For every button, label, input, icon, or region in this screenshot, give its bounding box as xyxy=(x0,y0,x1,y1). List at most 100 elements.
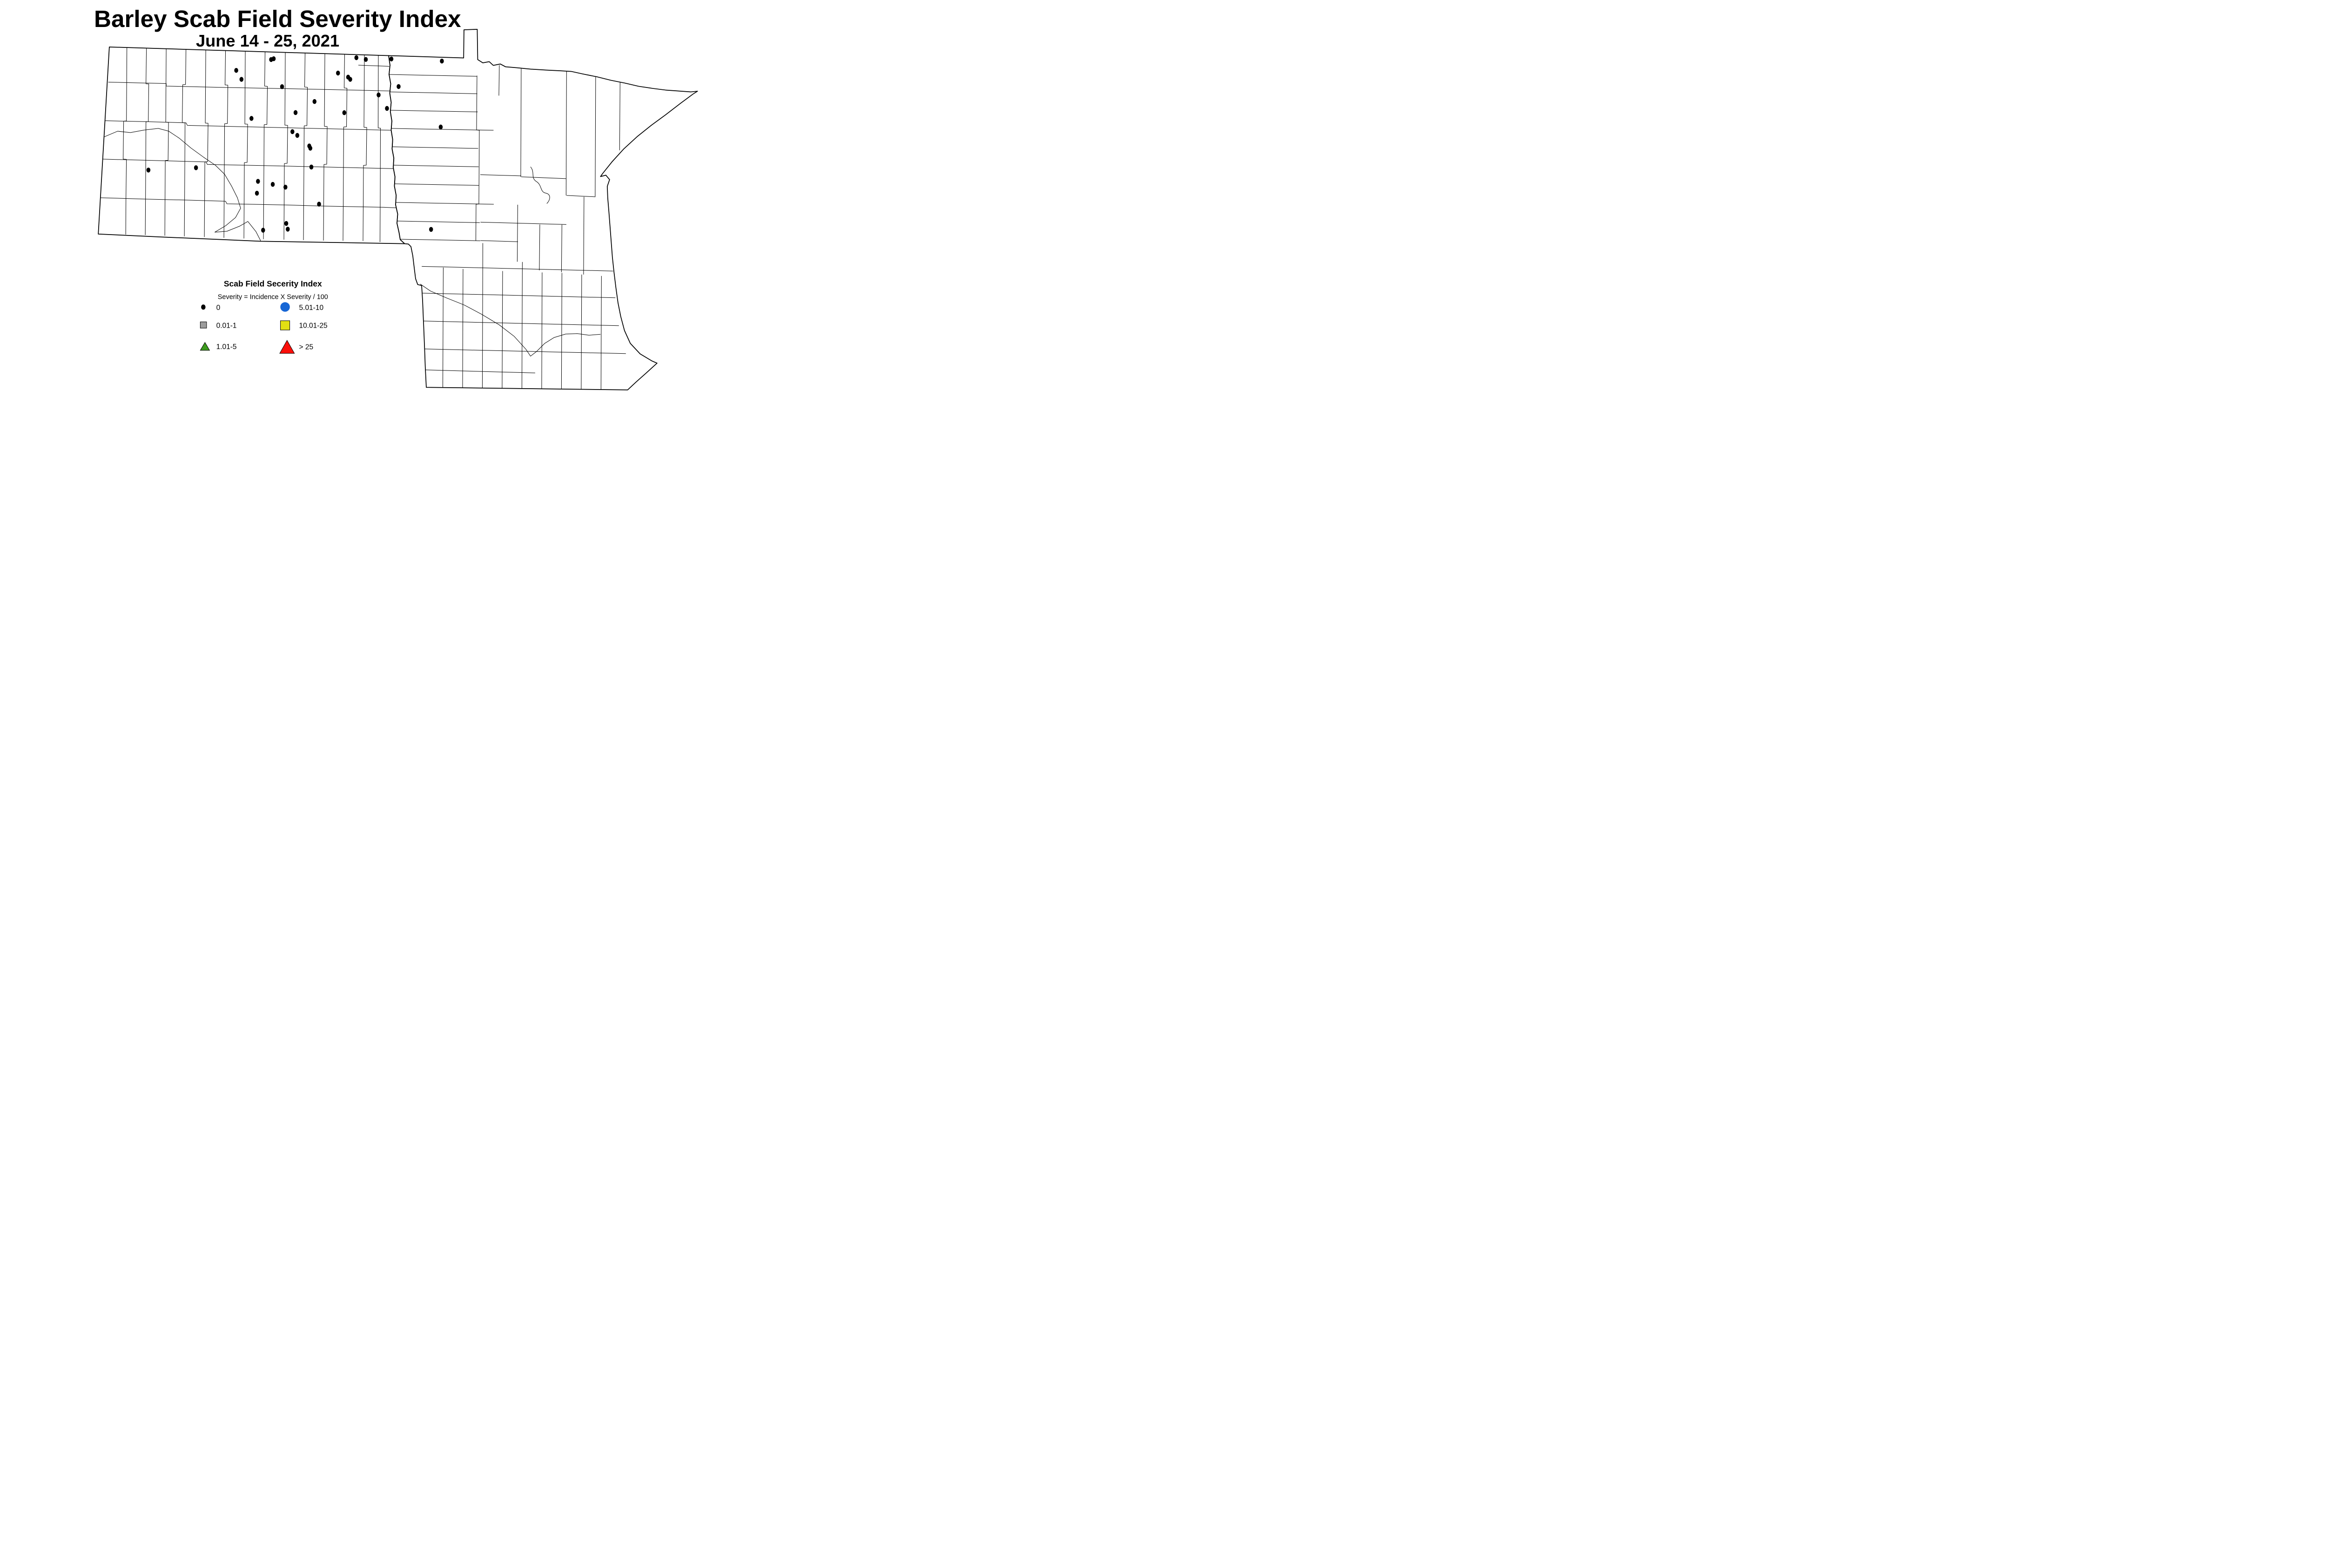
county-line xyxy=(123,47,128,235)
data-point xyxy=(249,116,254,121)
data-point xyxy=(309,164,314,170)
county-line xyxy=(619,82,620,150)
county-line xyxy=(343,54,348,241)
county-line xyxy=(391,146,478,149)
data-point xyxy=(336,70,340,76)
county-line xyxy=(145,48,149,235)
minnesota-river xyxy=(420,283,601,357)
data-point xyxy=(280,84,284,89)
legend-formula: Severity = Incidence X Severity / 100 xyxy=(218,293,328,301)
county-line xyxy=(521,176,566,179)
data-point xyxy=(283,184,288,190)
data-point xyxy=(397,84,401,89)
county-line xyxy=(164,48,169,236)
county-line xyxy=(395,221,480,223)
legend-label-5.01-10: 5.01-10 xyxy=(299,304,324,312)
county-line xyxy=(502,271,503,388)
legend-label-1.01-5: 1.01-5 xyxy=(216,343,237,351)
county-line xyxy=(204,50,208,237)
data-point xyxy=(385,106,389,111)
county-line xyxy=(223,50,229,238)
data-point xyxy=(255,190,259,196)
north-dakota-map xyxy=(98,47,405,244)
data-point xyxy=(234,67,238,73)
county-line xyxy=(182,49,187,236)
county-line xyxy=(561,224,562,272)
data-point xyxy=(271,56,276,61)
county-line xyxy=(425,370,535,373)
data-point xyxy=(389,56,394,61)
county-line xyxy=(581,274,582,389)
county-line xyxy=(283,52,288,240)
county-line xyxy=(108,81,391,91)
data-point xyxy=(308,146,313,151)
data-point xyxy=(295,133,300,138)
data-point xyxy=(146,168,151,173)
data-point xyxy=(348,77,352,82)
county-line xyxy=(389,91,478,94)
data-point xyxy=(312,99,317,104)
data-point xyxy=(342,110,347,115)
county-line xyxy=(377,55,381,242)
date-range-subtitle: June 14 - 25, 2021 xyxy=(196,31,339,50)
county-line xyxy=(517,204,518,262)
county-line xyxy=(393,183,479,186)
data-point xyxy=(290,129,295,135)
county-line xyxy=(480,222,566,225)
legend-symbol-square-10.01-25 xyxy=(280,320,290,330)
data-point xyxy=(194,165,198,170)
data-point xyxy=(440,58,444,64)
minnesota-map xyxy=(388,29,698,390)
legend-symbol-dot-0 xyxy=(201,304,206,310)
legend-symbol-triangle-1.01-5 xyxy=(200,342,210,351)
county-line xyxy=(303,53,308,240)
county-line xyxy=(423,321,619,326)
figure-canvas: Barley Scab Field Severity Index June 14… xyxy=(0,0,751,392)
minnesota-outline xyxy=(388,29,698,390)
county-line xyxy=(539,224,540,270)
county-line xyxy=(424,349,626,354)
county-line xyxy=(392,165,479,167)
data-point xyxy=(286,227,290,232)
legend-symbol-triangle-gt25 xyxy=(279,340,295,354)
legend-title: Scab Field Secerity Index xyxy=(224,279,322,288)
county-line xyxy=(475,75,480,241)
county-line xyxy=(422,266,613,271)
scab-severity-map: Barley Scab Field Severity Index June 14… xyxy=(94,6,698,390)
county-line xyxy=(105,120,392,131)
county-line xyxy=(561,273,562,389)
data-point xyxy=(317,202,321,207)
data-point xyxy=(239,77,244,82)
county-line xyxy=(390,110,478,112)
data-point xyxy=(284,221,289,226)
data-point xyxy=(354,55,359,61)
legend-label-10.01-25: 10.01-25 xyxy=(299,322,328,330)
county-line xyxy=(101,197,399,209)
north-dakota-outline xyxy=(98,47,405,244)
data-point xyxy=(377,92,381,98)
county-line xyxy=(480,240,518,242)
county-line xyxy=(358,65,390,67)
legend-label-gt25: > 25 xyxy=(299,343,314,351)
minnesota-county-lines xyxy=(389,65,626,390)
county-line xyxy=(566,195,596,197)
legend-label-0.01-1: 0.01-1 xyxy=(216,322,237,330)
county-line xyxy=(263,51,268,239)
legend-label-0: 0 xyxy=(216,304,221,312)
county-line xyxy=(243,51,248,239)
county-line xyxy=(323,53,328,241)
data-point xyxy=(438,124,443,130)
data-point xyxy=(429,227,433,232)
data-point xyxy=(256,179,260,184)
county-line xyxy=(389,74,477,77)
page-title: Barley Scab Field Severity Index xyxy=(94,6,461,32)
missouri-river xyxy=(104,128,261,241)
data-point xyxy=(270,182,275,187)
county-line xyxy=(482,243,483,388)
county-line xyxy=(102,159,395,169)
county-line xyxy=(595,76,596,197)
data-point xyxy=(363,57,368,62)
legend-symbol-square-0.01-1 xyxy=(200,322,207,329)
data-points-layer xyxy=(146,55,444,233)
county-line xyxy=(422,293,616,298)
